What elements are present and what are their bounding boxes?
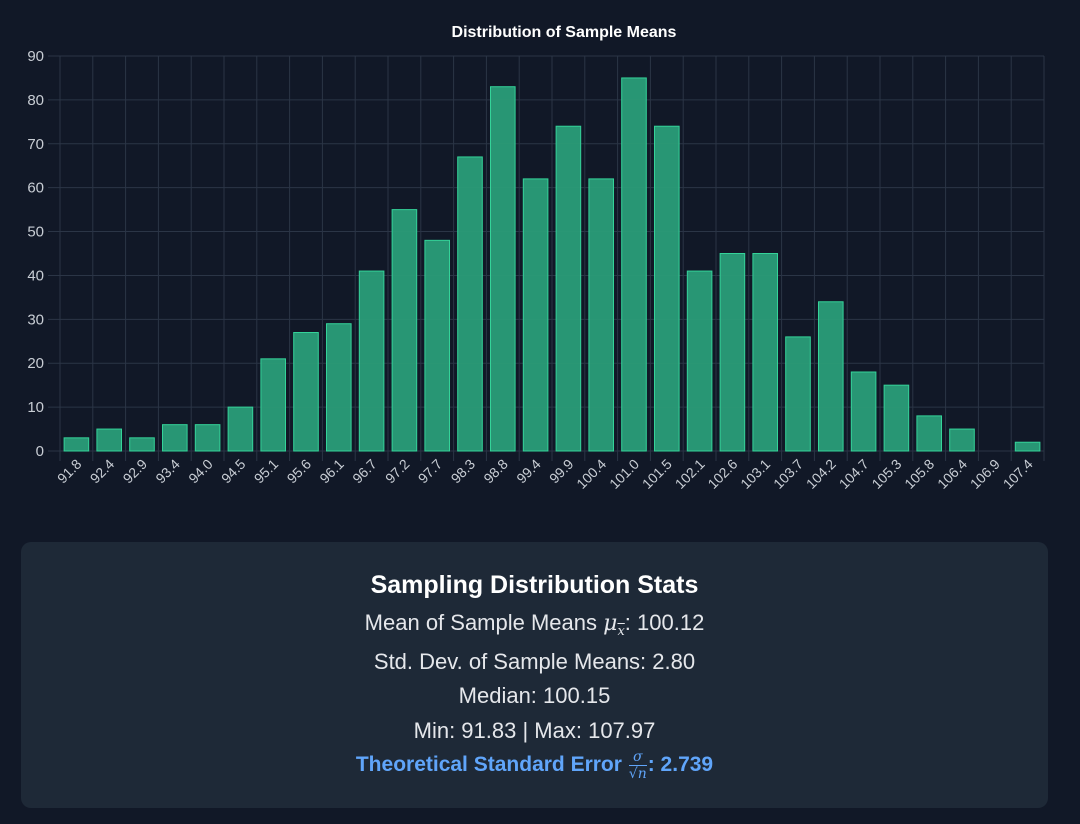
bar-99.9 <box>555 125 582 452</box>
y-tick-label-20: 20 <box>27 355 44 372</box>
bar-91.8 <box>63 437 90 452</box>
stats-panel: Sampling Distribution Stats Mean of Samp… <box>21 542 1048 808</box>
theoretical-se-line: Theoretical Standard Error σ √n: 2.739 <box>21 748 1048 783</box>
y-tick-label-90: 90 <box>27 48 44 65</box>
sigma-over-root-n-fraction: σ √n <box>628 750 647 781</box>
histogram-svg: Distribution of Sample Means 0 10 20 30 40 50 6… <box>27 24 1045 492</box>
bar-95.1 <box>260 358 286 452</box>
x-tick-label-94.0: 94.0 <box>185 456 216 487</box>
bar-103.1 <box>752 253 779 452</box>
bar-94.5 <box>227 406 254 452</box>
bar-97.7 <box>424 239 450 452</box>
bar-102.6 <box>719 253 746 452</box>
bar-101.5 <box>654 125 680 452</box>
x-tick-label-101.0: 101.0 <box>606 456 642 492</box>
x-tick-label-100.4: 100.4 <box>573 456 609 492</box>
stats-title: Sampling Distribution Stats <box>370 571 699 599</box>
theoretical-value: : 2.739 <box>647 753 714 776</box>
x-tick-label-98.8: 98.8 <box>480 456 511 487</box>
theoretical-label: Theoretical Standard Error <box>355 753 622 776</box>
x-tick-label-102.6: 102.6 <box>704 456 740 492</box>
bar-105.3 <box>883 384 910 452</box>
y-tick-label-40: 40 <box>27 267 44 284</box>
bar-101.0 <box>621 77 647 452</box>
y-tick-label-30: 30 <box>27 311 44 328</box>
y-tick-label-80: 80 <box>27 92 44 109</box>
bar-95.6 <box>293 332 319 452</box>
min-max-line: Min: 91.83 | Max: 107.97 <box>413 717 656 743</box>
mean-value: : 100.12 <box>624 610 705 635</box>
x-tick-label-98.3: 98.3 <box>448 456 479 487</box>
y-tick-label-60: 60 <box>27 180 44 197</box>
x-tick-label-103.1: 103.1 <box>737 456 773 492</box>
bar-98.8 <box>490 86 516 452</box>
x-tick-label-99.4: 99.4 <box>513 456 544 487</box>
y-tick-label-10: 10 <box>27 399 44 416</box>
mu-symbol: μ <box>603 611 618 636</box>
bar-107.4 <box>1014 441 1041 452</box>
x-tick-label-94.5: 94.5 <box>218 456 249 487</box>
x-tick-label-92.4: 92.4 <box>87 456 118 487</box>
x-tick-label-106.9: 106.9 <box>967 456 1003 492</box>
bar-104.7 <box>850 371 877 452</box>
bar-106.4 <box>949 428 975 452</box>
bar-104.2 <box>818 301 844 452</box>
bar-96.1 <box>326 323 352 452</box>
xbar-subscript: x <box>617 624 625 639</box>
x-tick-label-99.9: 99.9 <box>546 456 577 487</box>
y-tick-label-70: 70 <box>27 136 44 153</box>
sigma-symbol: σ <box>628 750 647 766</box>
bar-103.7 <box>785 336 811 452</box>
chart-title: Distribution of Sample Means <box>452 24 677 41</box>
bar-102.1 <box>686 270 713 452</box>
x-tick-label-97.2: 97.2 <box>382 456 413 487</box>
x-tick-label-96.1: 96.1 <box>316 456 347 487</box>
x-tick-label-101.5: 101.5 <box>639 456 675 492</box>
bar-94.0 <box>194 424 221 452</box>
bar-98.3 <box>457 156 483 452</box>
x-tick-label-103.7: 103.7 <box>770 456 806 492</box>
bar-93.4 <box>162 424 188 452</box>
x-tick-label-105.3: 105.3 <box>868 456 904 492</box>
root-n: √n <box>629 766 647 781</box>
sqrt-symbol: √ <box>628 765 638 782</box>
x-tick-label-92.9: 92.9 <box>120 456 151 487</box>
std-dev-line: Std. Dev. of Sample Means: 2.80 <box>373 648 696 674</box>
x-tick-label-95.1: 95.1 <box>251 456 282 487</box>
bar-105.8 <box>916 415 943 452</box>
median-line: Median: 100.15 <box>458 683 611 708</box>
x-tick-label-93.4: 93.4 <box>152 456 183 487</box>
y-tick-label-50: 50 <box>27 224 44 241</box>
n-symbol: n <box>637 765 647 782</box>
histogram-chart: Distribution of Sample Means 0 10 20 30 40 50 6… <box>27 24 1045 492</box>
x-tick-label-96.7: 96.7 <box>349 456 380 487</box>
x-tick-label-104.7: 104.7 <box>836 456 872 492</box>
bar-100.4 <box>588 178 615 452</box>
bar-97.2 <box>391 209 418 452</box>
x-tick-label-104.2: 104.2 <box>803 456 839 492</box>
y-tick-label-0: 0 <box>36 443 44 460</box>
x-tick-label-107.4: 107.4 <box>1000 456 1036 492</box>
x-tick-label-105.8: 105.8 <box>901 456 937 492</box>
x-tick-label-106.4: 106.4 <box>934 456 970 492</box>
bar-99.4 <box>522 178 549 452</box>
bar-96.7 <box>358 270 385 452</box>
x-tick-label-102.1: 102.1 <box>672 456 708 492</box>
mean-of-sample-means: Mean of Sample Means μx: 100.12 <box>21 606 1048 645</box>
x-tick-label-95.6: 95.6 <box>284 456 315 487</box>
x-tick-label-91.8: 91.8 <box>54 456 85 487</box>
bar-92.4 <box>96 428 123 452</box>
x-tick-label-97.7: 97.7 <box>415 456 446 487</box>
bar-92.9 <box>129 437 155 452</box>
mean-label: Mean of Sample Means <box>364 610 598 635</box>
